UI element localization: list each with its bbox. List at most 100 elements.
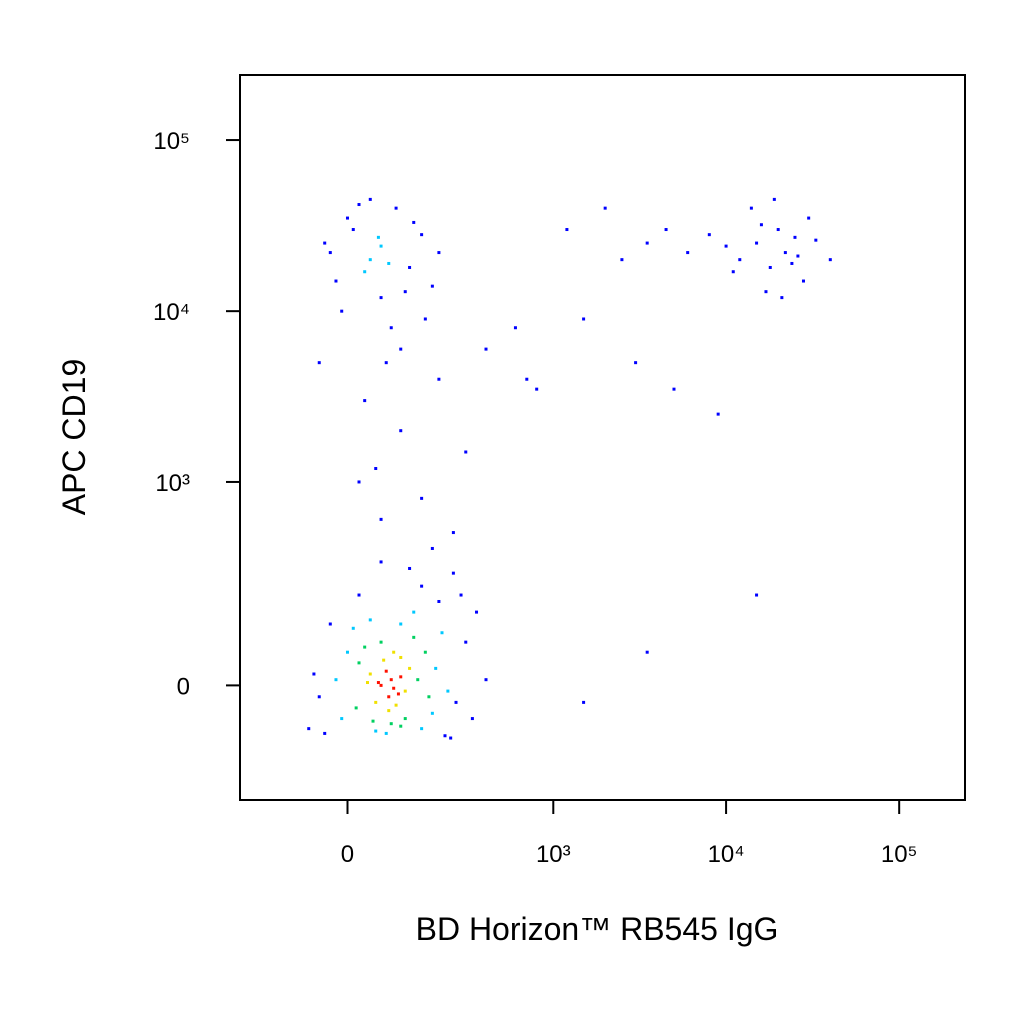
event-dot bbox=[634, 361, 638, 365]
event-dot bbox=[334, 678, 338, 682]
x-tick-label: 0 bbox=[341, 841, 354, 868]
event-dot bbox=[759, 223, 763, 227]
event-dot bbox=[434, 666, 438, 670]
event-dot bbox=[379, 244, 383, 248]
event-dot bbox=[368, 672, 372, 676]
event-dot bbox=[387, 695, 391, 699]
event-dot bbox=[345, 650, 349, 654]
event-dot bbox=[768, 265, 772, 269]
event-dot bbox=[464, 450, 468, 454]
event-dot bbox=[384, 361, 388, 365]
event-dot bbox=[430, 284, 434, 288]
event-dot bbox=[790, 261, 794, 265]
event-dot bbox=[459, 593, 463, 597]
event-dot bbox=[403, 717, 407, 721]
event-dot bbox=[423, 317, 427, 321]
event-dot bbox=[783, 251, 787, 255]
event-dot bbox=[408, 265, 412, 269]
event-dot bbox=[379, 560, 383, 564]
event-dot bbox=[392, 650, 396, 654]
event-dot bbox=[403, 290, 407, 294]
event-dot bbox=[389, 326, 393, 330]
event-dot bbox=[451, 531, 455, 535]
event-dot bbox=[412, 610, 416, 614]
event-dot bbox=[357, 480, 361, 484]
x-tick-label: 10⁴ bbox=[708, 841, 745, 868]
event-dot bbox=[430, 711, 434, 715]
event-dot bbox=[412, 635, 416, 639]
event-dot bbox=[749, 206, 753, 210]
event-dot bbox=[525, 377, 529, 381]
event-dot bbox=[420, 233, 424, 237]
event-dot bbox=[387, 709, 391, 713]
event-dot bbox=[363, 399, 367, 403]
event-dot bbox=[374, 700, 378, 704]
event-dot bbox=[357, 593, 361, 597]
y-axis-label: APC CD19 bbox=[56, 359, 92, 516]
event-dot bbox=[307, 727, 311, 731]
event-dot bbox=[672, 387, 676, 391]
event-dot bbox=[376, 235, 380, 239]
event-dot bbox=[368, 197, 372, 201]
event-dot bbox=[387, 261, 391, 265]
event-dot bbox=[437, 251, 441, 255]
event-dot bbox=[351, 228, 355, 232]
event-dot bbox=[403, 689, 407, 693]
event-dot bbox=[389, 722, 393, 726]
event-dot bbox=[755, 241, 759, 245]
event-dot bbox=[340, 717, 344, 721]
event-dot bbox=[780, 296, 784, 300]
event-dot bbox=[582, 317, 586, 321]
event-dot bbox=[357, 661, 361, 665]
event-dot bbox=[814, 238, 818, 242]
event-dot bbox=[686, 251, 690, 255]
event-dot bbox=[374, 467, 378, 471]
y-tick-label: 10⁴ bbox=[153, 299, 190, 326]
event-dot bbox=[365, 681, 369, 685]
event-dot bbox=[664, 228, 668, 232]
event-dot bbox=[801, 279, 805, 283]
event-dot bbox=[716, 412, 720, 416]
event-dot bbox=[484, 347, 488, 351]
event-dot bbox=[755, 593, 759, 597]
event-dot bbox=[454, 700, 458, 704]
event-dot bbox=[363, 270, 367, 274]
event-dot bbox=[513, 326, 517, 330]
event-dot bbox=[345, 216, 349, 220]
event-dot bbox=[394, 703, 398, 707]
event-dot bbox=[451, 571, 455, 575]
event-dot bbox=[807, 216, 811, 220]
y-tick-label: 10³ bbox=[155, 470, 190, 497]
event-dot bbox=[796, 254, 800, 258]
event-dot bbox=[420, 727, 424, 731]
event-dot bbox=[645, 650, 649, 654]
x-tick-label: 10³ bbox=[536, 841, 571, 868]
event-dot bbox=[379, 517, 383, 521]
y-tick-label: 10⁵ bbox=[153, 128, 190, 155]
event-dot bbox=[399, 655, 403, 659]
event-dot bbox=[443, 734, 447, 738]
event-dot bbox=[416, 678, 420, 682]
event-dot bbox=[475, 610, 479, 614]
event-dot bbox=[828, 258, 832, 262]
event-dot bbox=[371, 719, 375, 723]
event-dot bbox=[376, 681, 380, 685]
event-dot bbox=[328, 622, 332, 626]
event-dot bbox=[340, 309, 344, 313]
event-dot bbox=[384, 669, 388, 673]
event-dot bbox=[764, 290, 768, 294]
event-dot bbox=[440, 631, 444, 635]
event-dot bbox=[399, 429, 403, 433]
event-dot bbox=[724, 244, 728, 248]
event-dot bbox=[738, 258, 742, 262]
event-dot bbox=[351, 626, 355, 630]
event-dot bbox=[379, 296, 383, 300]
event-dot bbox=[396, 692, 400, 696]
event-dot bbox=[394, 206, 398, 210]
event-dot bbox=[793, 235, 797, 239]
event-dot bbox=[399, 724, 403, 728]
event-dot bbox=[645, 241, 649, 245]
event-dot bbox=[317, 695, 321, 699]
event-dot bbox=[399, 622, 403, 626]
